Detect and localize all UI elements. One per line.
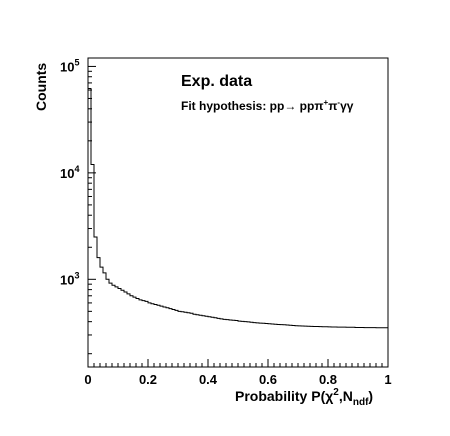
x-tick-label: 0.8 [319,372,337,387]
y-axis-ticks: 103 104 105 [60,57,96,355]
y-tick-label: 104 [60,164,79,181]
y-tick-label: 103 [60,270,79,287]
y-axis-label: Counts [33,63,49,111]
x-tick-label: 0 [84,372,91,387]
x-tick-label: 1 [384,372,391,387]
y-tick-label: 105 [60,57,79,74]
x-axis-ticks: 0 0.2 0.4 0.6 0.8 1 [84,359,392,387]
chart-title-label: Exp. data [181,73,252,90]
x-axis-label: Probability P(χ2,Nndf) [235,387,373,408]
x-tick-label: 0.2 [139,372,157,387]
fit-hypothesis-label: Fit hypothesis: pp→ ppπ+π-γγ [181,98,354,113]
x-tick-label: 0.4 [199,372,218,387]
histogram-line [87,88,389,367]
x-tick-label: 0.6 [259,372,277,387]
